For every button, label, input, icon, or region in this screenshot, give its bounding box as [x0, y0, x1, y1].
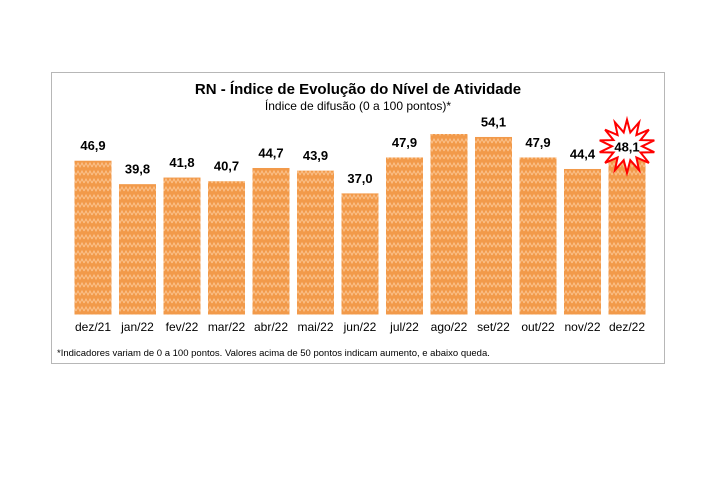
x-tick-label: jan/22: [120, 320, 154, 334]
x-tick-label: jun/22: [343, 320, 377, 334]
chart-frame: RN - Índice de Evolução do Nível de Ativ…: [51, 72, 665, 364]
bar-dez-22: [607, 155, 647, 316]
data-label: 46,9: [80, 138, 105, 153]
x-tick-label: nov/22: [564, 320, 600, 334]
data-label-highlight: 48,1: [614, 139, 639, 154]
data-label: 43,9: [303, 148, 328, 163]
bar-out-22: [518, 156, 558, 316]
x-tick-label: abr/22: [254, 320, 288, 334]
chart-subtitle: Índice de difusão (0 a 100 pontos)*: [264, 99, 452, 113]
bar-jan-22: [118, 183, 157, 316]
x-tick-label: ago/22: [431, 320, 468, 334]
data-label: 44,7: [258, 145, 283, 160]
bar-set-22: [474, 135, 513, 316]
bar-dez-21: [73, 159, 113, 316]
bar-ago-22: [429, 133, 469, 316]
data-label: 41,8: [169, 155, 194, 170]
bar-jul-22: [385, 156, 424, 316]
x-tick-label: set/22: [477, 320, 510, 334]
bar-jun-22: [340, 192, 380, 316]
x-tick-label: fev/22: [166, 320, 199, 334]
bar-mar-22: [207, 180, 246, 316]
x-tick-label: out/22: [521, 320, 555, 334]
x-tick-label: mar/22: [208, 320, 246, 334]
data-label: 54,1: [481, 114, 506, 129]
x-tick-label: mai/22: [297, 320, 333, 334]
data-label: 39,8: [125, 162, 150, 177]
bar-abr-22: [251, 166, 291, 316]
bar-nov-22: [563, 167, 602, 316]
bar-fev-22: [162, 176, 202, 316]
x-tick-label: dez/21: [75, 320, 111, 334]
data-label: 40,7: [214, 159, 239, 174]
bar-chart: 46,9 39,8 41,8 40,7 44,7 43,9 37,0 47,9 54,1 47,9…: [73, 114, 655, 334]
chart-title: RN - Índice de Evolução do Nível de Ativ…: [194, 81, 522, 98]
data-label: 47,9: [392, 135, 417, 150]
chart-footnote: *Indicadores variam de 0 a 100 pontos. V…: [57, 348, 490, 359]
data-label: 37,0: [347, 171, 372, 186]
highlight-starburst: [599, 115, 655, 177]
data-label: 47,9: [525, 135, 550, 150]
bar-mai-22: [296, 169, 335, 316]
x-tick-label: jul/22: [389, 320, 419, 334]
data-label: 44,4: [570, 146, 596, 161]
x-tick-label: dez/22: [609, 320, 645, 334]
